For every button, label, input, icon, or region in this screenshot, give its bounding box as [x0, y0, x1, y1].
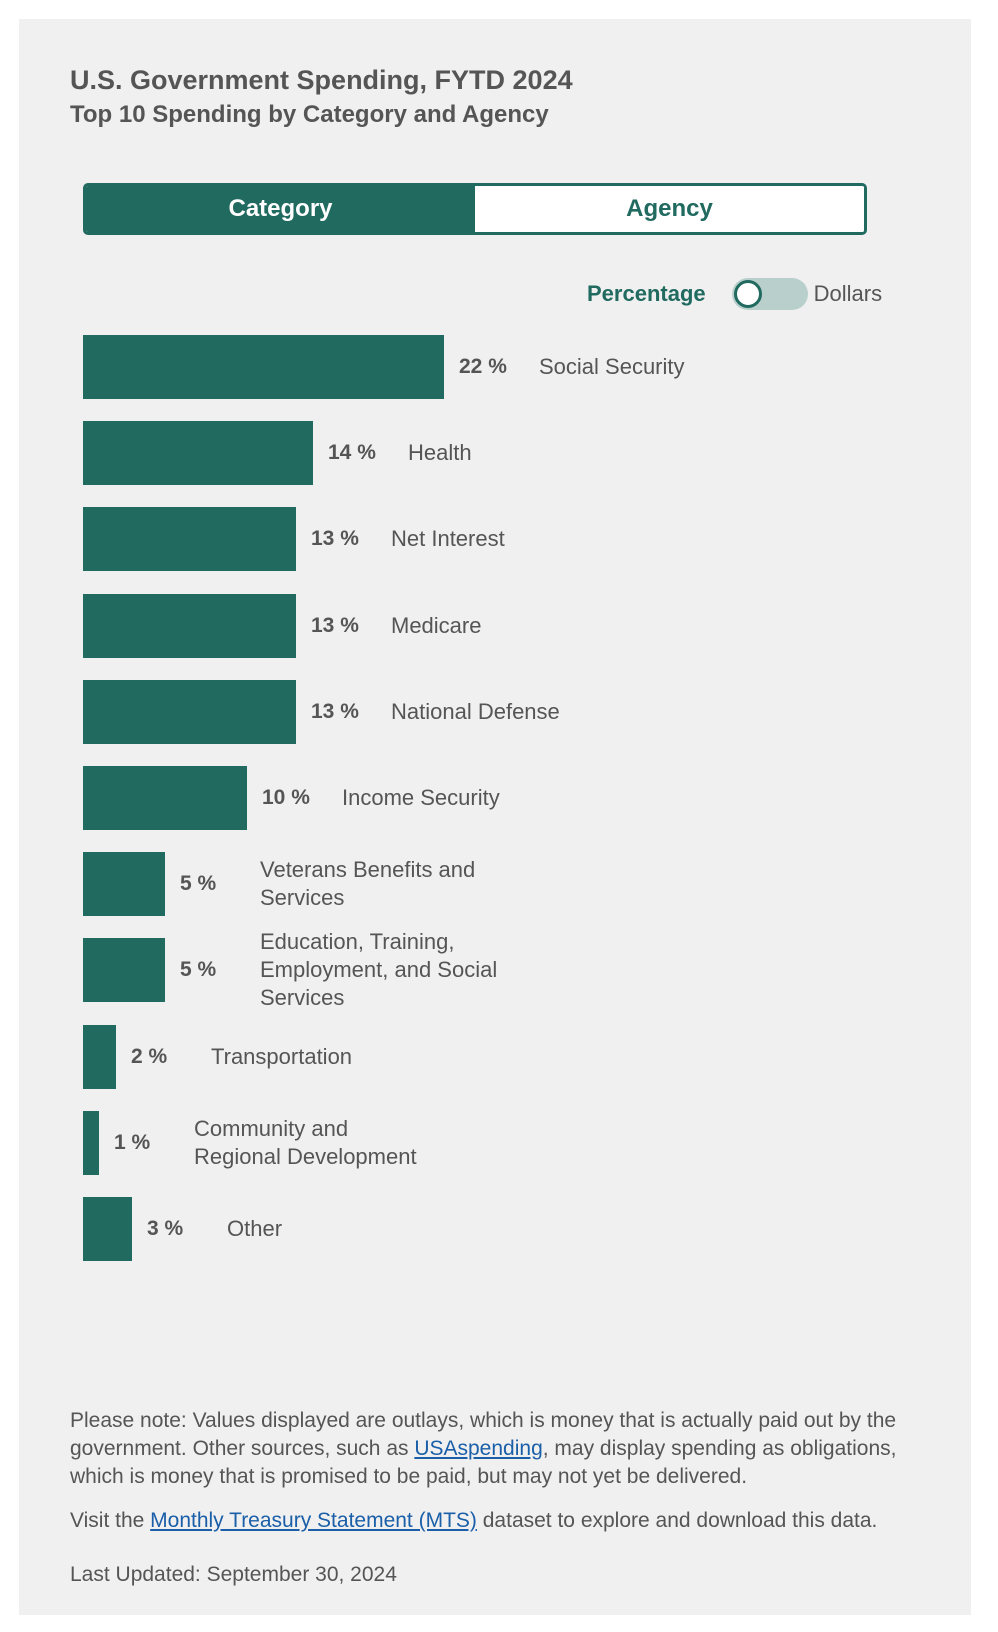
chart-title: U.S. Government Spending, FYTD 2024 — [70, 65, 573, 95]
usaspending-link[interactable]: USAspending — [414, 1437, 543, 1460]
dataset-note: Visit the Monthly Treasury Statement (MT… — [70, 1507, 930, 1535]
bar-health[interactable] — [83, 421, 313, 485]
tab-agency[interactable]: Agency — [475, 186, 864, 232]
visit-text-end: dataset to explore and download this dat… — [476, 1509, 878, 1532]
bar-category-label: National Defense — [391, 699, 560, 724]
bar-value-label: 14 % — [328, 441, 376, 464]
switch-knob[interactable] — [733, 280, 762, 308]
bar-value-label: 2 % — [131, 1045, 168, 1068]
bar-value-label: 5 % — [180, 958, 217, 981]
bar-category-label: Transportation — [211, 1044, 353, 1069]
bar-value-label: 3 % — [147, 1217, 184, 1240]
bar-category-label: Community and Regional Development — [194, 1116, 417, 1169]
bar-value-label: 22 % — [459, 355, 507, 378]
toggle-label-dollars[interactable]: Dollars — [813, 281, 883, 306]
bar-value-label: 13 % — [311, 527, 359, 550]
tab-category[interactable]: Category — [86, 186, 475, 232]
bar-category-label: Veterans Benefits and Services — [260, 857, 476, 910]
bar-transportation[interactable] — [83, 1025, 116, 1089]
bar-category-label: Health — [408, 440, 472, 465]
bar-net-interest[interactable] — [83, 507, 296, 571]
bar-community-and-regional-development[interactable] — [83, 1111, 99, 1175]
units-toggle: Percentage Dollars — [587, 277, 882, 311]
bar-value-label: 1 % — [114, 1131, 151, 1154]
bar-other[interactable] — [83, 1197, 132, 1261]
bar-category-label: Education, Training, Employment, and Soc… — [260, 929, 498, 1010]
note-text-end: , may display spending as obligations, w… — [70, 1437, 897, 1488]
bar-value-label: 13 % — [311, 700, 359, 723]
bar-veterans-benefits-and-services[interactable] — [83, 852, 165, 916]
bar-category-label: Social Security — [539, 354, 685, 379]
visit-text-start: Visit the — [70, 1509, 151, 1532]
bar-category-label: Other — [227, 1216, 283, 1241]
bar-value-label: 13 % — [311, 614, 359, 637]
mts-dataset-link[interactable]: Monthly Treasury Statement (MTS) — [150, 1509, 477, 1532]
bar-category-label: Income Security — [342, 785, 500, 810]
bar-category-label: Net Interest — [391, 526, 505, 551]
chart-subtitle: Top 10 Spending by Category and Agency — [70, 101, 549, 128]
note-text-start: Please note: Values displayed are outlay… — [70, 1409, 897, 1460]
bar-income-security[interactable] — [83, 766, 247, 830]
view-tabs: Category Agency — [83, 183, 867, 235]
last-updated: Last Updated: September 30, 2024 — [70, 1563, 397, 1586]
toggle-label-percentage[interactable]: Percentage — [587, 281, 706, 306]
outlays-note: Please note: Values displayed are outlay… — [70, 1407, 910, 1491]
bar-education-training-employment-and-social-services[interactable] — [83, 938, 165, 1002]
bar-medicare[interactable] — [83, 594, 296, 658]
bar-social-security[interactable] — [83, 335, 444, 399]
bar-value-label: 10 % — [262, 786, 310, 809]
spending-card: U.S. Government Spending, FYTD 2024 Top … — [19, 19, 971, 1615]
bar-value-label: 5 % — [180, 872, 217, 895]
bar-category-label: Medicare — [391, 613, 482, 638]
percentage-dollars-switch[interactable] — [731, 278, 808, 310]
bar-national-defense[interactable] — [83, 680, 296, 744]
bar-chart: 22 % Social Security 14 % Health 13 % Net Int… — [19, 19, 971, 1615]
